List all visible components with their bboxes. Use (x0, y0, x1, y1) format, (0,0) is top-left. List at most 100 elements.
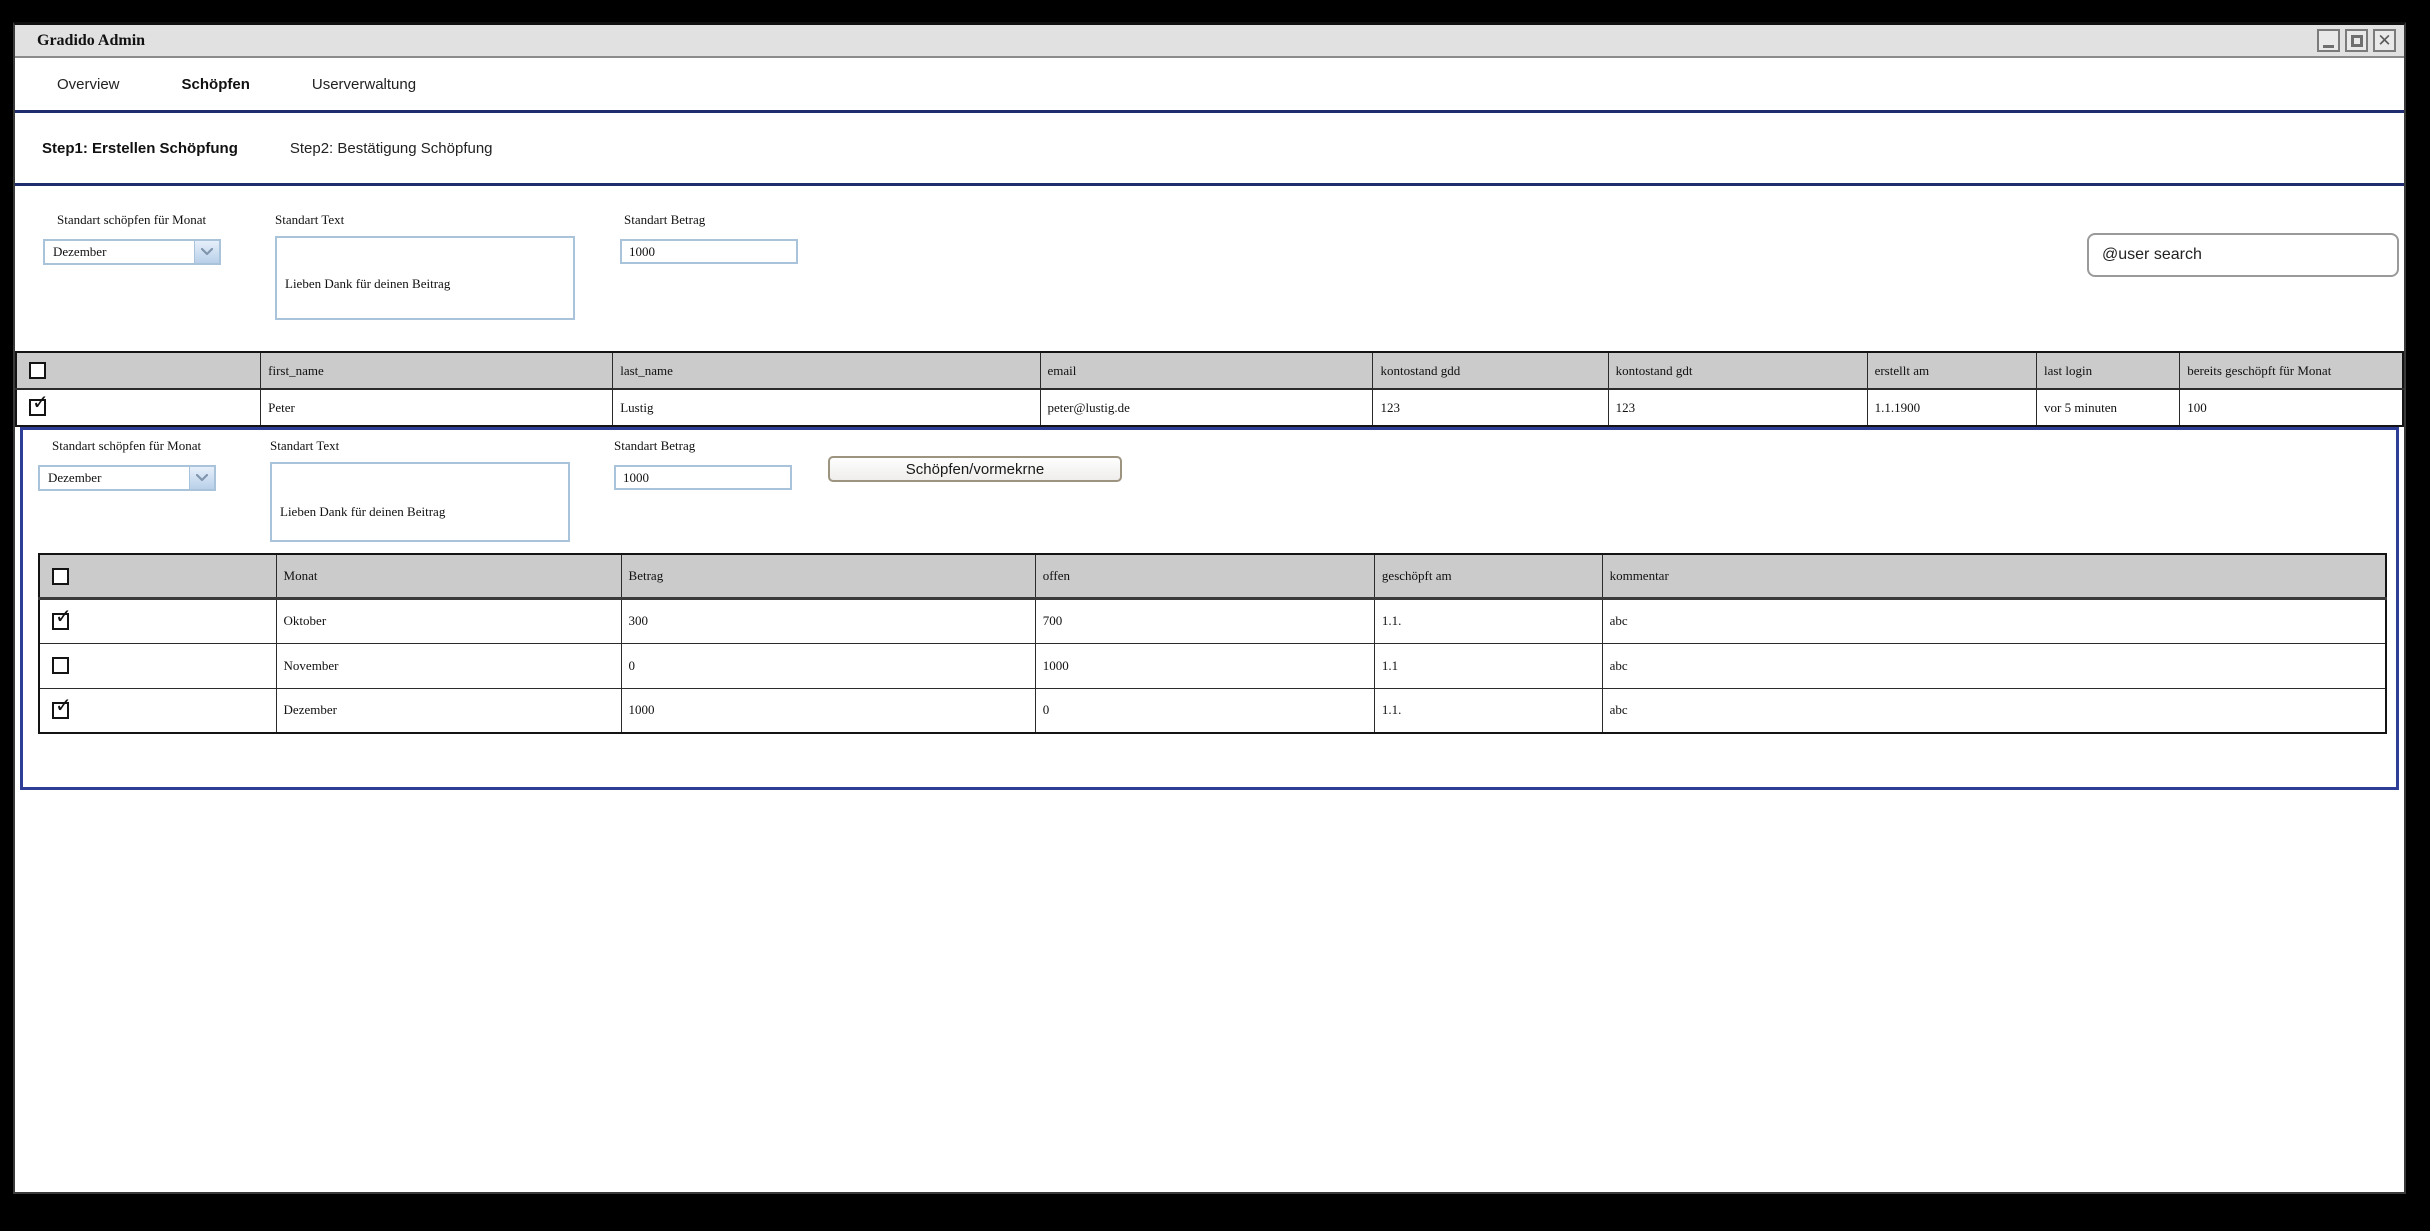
standard-month-select[interactable]: Dezember (43, 239, 221, 265)
creation-row-november[interactable]: November 0 1000 1.1 abc (38, 642, 2387, 689)
user-erstellt-am: 1.1.1900 (1866, 388, 2038, 427)
creation-header-betrag: Betrag (620, 553, 1036, 600)
main-nav: Overview Schöpfen Userverwaltung (15, 58, 2404, 113)
detail-amount-input[interactable] (614, 465, 792, 490)
creation-monat: November (275, 642, 622, 689)
user-kontostand-gdt: 123 (1607, 388, 1868, 427)
minimize-icon (2323, 45, 2334, 48)
users-header-kontostand-gdt: kontostand gdt (1607, 351, 1868, 390)
creation-header-kommentar: kommentar (1601, 553, 2387, 600)
detail-month-label: Standart schöpfen für Monat (52, 438, 202, 453)
creation-betrag: 0 (620, 642, 1036, 689)
users-select-all-cell (15, 351, 262, 390)
standard-month-label: Standart schöpfen für Monat (57, 212, 207, 227)
creation-geschoepft-am: 1.1. (1373, 687, 1603, 734)
creation-table-header-row: Monat Betrag offen geschöpft am kommenta… (38, 553, 2387, 600)
window-controls: ✕ (2317, 29, 2396, 52)
nav-item-userverwaltung[interactable]: Userverwaltung (311, 75, 417, 93)
chevron-down-icon (189, 467, 214, 489)
user-search-input[interactable] (2087, 233, 2399, 277)
user-email: peter@lustig.de (1039, 388, 1374, 427)
check-icon: ✓ (32, 392, 49, 415)
creation-row-checkbox[interactable] (52, 657, 69, 675)
creation-row-checkbox-cell (38, 642, 277, 689)
user-row-checkbox[interactable]: ✓ (29, 393, 49, 417)
creation-offen: 1000 (1034, 642, 1375, 689)
wizard-steps: Step1: Erstellen Schöpfung Step2: Bestät… (15, 113, 2404, 186)
user-kontostand-gdd: 123 (1372, 388, 1609, 427)
users-header-bereits-geschoepft: bereits geschöpft für Monat (2179, 351, 2404, 390)
users-table-header-row: first_name last_name email kontostand gd… (15, 351, 2404, 390)
users-header-erstellt-am: erstellt am (1866, 351, 2038, 390)
detail-month-value: Dezember (48, 470, 102, 485)
detail-amount-label: Standart Betrag (614, 438, 696, 453)
creation-row-dezember[interactable]: ✓ Dezember 1000 0 1.1. abc (38, 687, 2387, 734)
detail-amount-group: Standart Betrag (614, 438, 792, 490)
maximize-icon (2350, 34, 2363, 47)
creation-table: Monat Betrag offen geschöpft am kommenta… (38, 553, 2387, 734)
detail-month-select[interactable]: Dezember (38, 465, 216, 491)
detail-text-input[interactable]: Lieben Dank für deinen Beitrag (270, 462, 570, 542)
standard-text-label: Standart Text (275, 212, 345, 227)
creation-kommentar: abc (1601, 687, 2387, 734)
select-all-months-checkbox[interactable] (52, 567, 69, 585)
creation-form: Standart schöpfen für Monat Dezember Sta… (15, 186, 2404, 351)
users-header-kontostand-gdd: kontostand gdd (1372, 351, 1609, 390)
user-row-checkbox-cell: ✓ (15, 388, 262, 427)
step-2-tab[interactable]: Step2: Bestätigung Schöpfung (289, 139, 493, 157)
creation-select-all-cell (38, 553, 277, 600)
nav-item-schoepfen[interactable]: Schöpfen (181, 75, 250, 93)
maximize-button[interactable] (2345, 29, 2368, 52)
creation-betrag: 300 (620, 597, 1036, 644)
users-header-last-login: last login (2036, 351, 2181, 390)
user-first-name: Peter (260, 388, 614, 427)
creation-header-geschoepft-am: geschöpft am (1373, 553, 1603, 600)
user-detail-panel: Standart schöpfen für Monat Dezember Sta… (20, 427, 2399, 790)
window-title: Gradido Admin (37, 31, 146, 49)
check-icon: ✓ (55, 605, 72, 628)
creation-betrag: 1000 (620, 687, 1036, 734)
creation-table-wrap: Monat Betrag offen geschöpft am kommenta… (38, 553, 2387, 734)
creation-geschoepft-am: 1.1 (1373, 642, 1603, 689)
creation-offen: 0 (1034, 687, 1375, 734)
creation-kommentar: abc (1601, 642, 2387, 689)
creation-row-oktober[interactable]: ✓ Oktober 300 700 1.1. abc (38, 597, 2387, 644)
detail-month-group: Standart schöpfen für Monat Dezember (38, 438, 216, 491)
user-bereits-geschoepft: 100 (2179, 388, 2404, 427)
standard-amount-label: Standart Betrag (624, 212, 706, 227)
schoepfen-vormerken-button[interactable]: Schöpfen/vormekrne (828, 456, 1122, 482)
app-window: Gradido Admin ✕ Overview Schöpfen Userve… (13, 22, 2406, 1194)
users-header-last-name: last_name (612, 351, 1041, 390)
standard-month-group: Standart schöpfen für Monat Dezember (43, 212, 221, 265)
creation-kommentar: abc (1601, 597, 2387, 644)
creation-geschoepft-am: 1.1. (1373, 597, 1603, 644)
creation-offen: 700 (1034, 597, 1375, 644)
creation-row-checkbox[interactable]: ✓ (52, 607, 72, 630)
creation-row-checkbox-cell: ✓ (38, 687, 277, 734)
creation-header-monat: Monat (275, 553, 622, 600)
standard-text-group: Standart Text Lieben Dank für deinen Bei… (275, 212, 575, 320)
detail-text-label: Standart Text (270, 438, 340, 453)
standard-amount-input[interactable] (620, 239, 798, 264)
users-header-email: email (1039, 351, 1374, 390)
standard-month-value: Dezember (53, 244, 107, 259)
check-icon: ✓ (55, 695, 72, 717)
nav-item-overview[interactable]: Overview (57, 75, 120, 93)
standard-text-input[interactable]: Lieben Dank für deinen Beitrag (275, 236, 575, 320)
creation-row-checkbox[interactable]: ✓ (52, 696, 72, 719)
close-button[interactable]: ✕ (2373, 29, 2396, 52)
user-last-login: vor 5 minuten (2036, 388, 2181, 427)
step-1-tab[interactable]: Step1: Erstellen Schöpfung (42, 139, 238, 157)
select-all-users-checkbox[interactable] (29, 362, 46, 380)
creation-row-checkbox-cell: ✓ (38, 597, 277, 644)
users-table: first_name last_name email kontostand gd… (15, 351, 2404, 427)
users-header-first-name: first_name (260, 351, 614, 390)
minimize-button[interactable] (2317, 29, 2340, 52)
user-last-name: Lustig (612, 388, 1041, 427)
creation-monat: Dezember (275, 687, 622, 734)
user-row[interactable]: ✓ Peter Lustig peter@lustig.de 123 123 1… (15, 388, 2404, 427)
creation-header-offen: offen (1034, 553, 1375, 600)
titlebar: Gradido Admin ✕ (15, 25, 2404, 58)
chevron-down-icon (194, 241, 219, 263)
creation-monat: Oktober (275, 597, 622, 644)
